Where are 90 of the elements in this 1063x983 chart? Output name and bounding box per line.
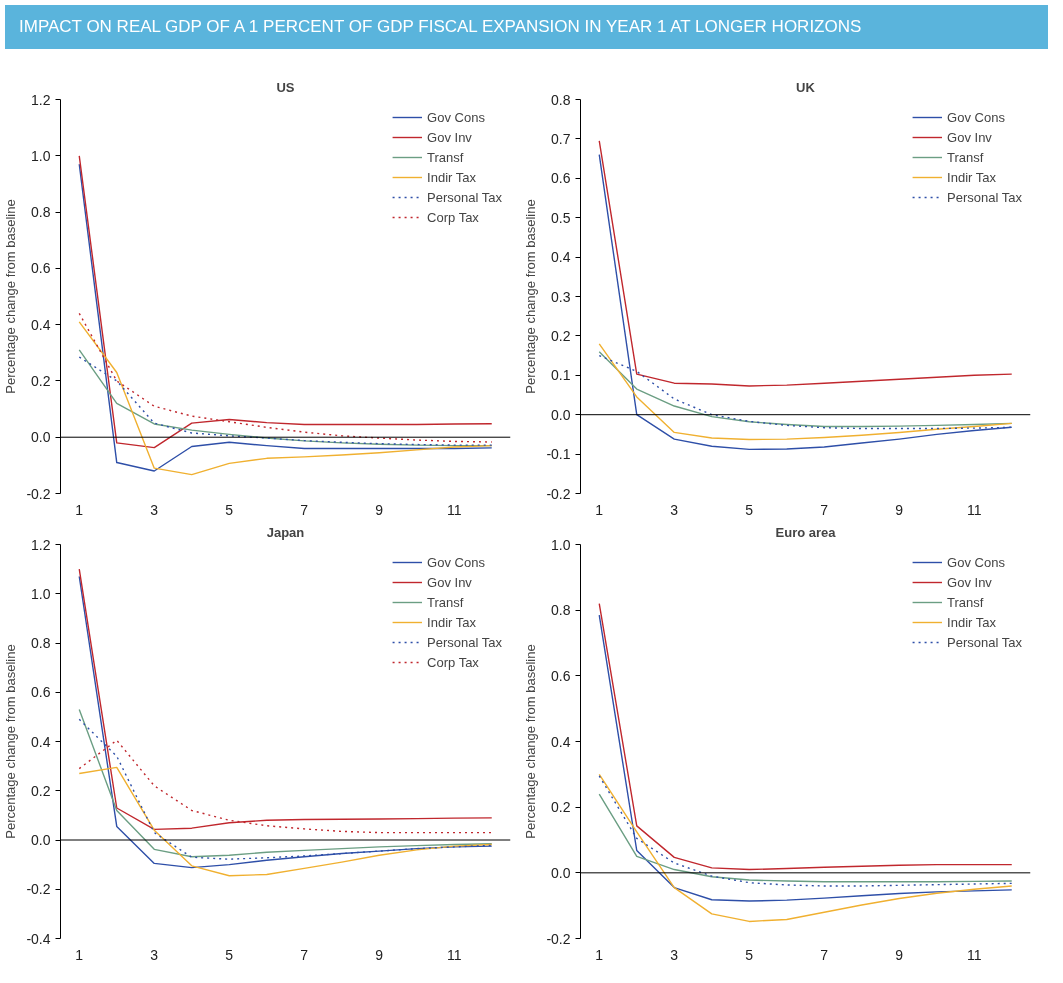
y-tick-label: 0.5 [551, 209, 571, 226]
x-tick-label: 3 [670, 946, 679, 963]
x-tick-label: 7 [300, 501, 309, 518]
y-axis-title: Percentage change from baseline [3, 199, 19, 394]
y-tick-label: 0.3 [551, 288, 571, 305]
y-tick-label: 0.8 [31, 204, 51, 221]
x-tick-label: 9 [375, 501, 384, 518]
legend-label: Indir Tax [427, 169, 476, 185]
x-tick-label: 5 [225, 946, 234, 963]
legend-label: Indir Tax [947, 169, 996, 185]
x-tick-label: 3 [670, 501, 679, 518]
y-axis-title: Percentage change from baseline [523, 644, 539, 839]
y-tick-label: 0.7 [551, 130, 571, 147]
y-tick-label: 0.6 [31, 684, 51, 701]
legend-label: Transf [947, 149, 984, 165]
y-tick-label: 0.8 [551, 602, 571, 619]
legend-label: Indir Tax [427, 614, 476, 630]
y-tick-label: 0.4 [31, 733, 51, 750]
x-tick-label: 7 [820, 501, 829, 518]
legend-label: Corp Tax [427, 654, 479, 670]
legend-label: Gov Cons [427, 109, 485, 125]
x-tick-label: 11 [446, 501, 462, 518]
x-tick-label: 7 [820, 946, 829, 963]
y-tick-label: 1.0 [31, 585, 51, 602]
legend-label: Personal Tax [947, 634, 1022, 650]
x-tick-label: 5 [225, 501, 234, 518]
y-tick-label: 0.6 [31, 260, 51, 277]
legend-label: Transf [427, 149, 464, 165]
legend-label: Corp Tax [427, 209, 479, 225]
y-tick-label: 1.0 [31, 147, 51, 164]
y-tick-label: 0.1 [551, 367, 571, 384]
y-tick-label: -0.2 [26, 881, 51, 898]
y-tick-label: 0.0 [551, 406, 571, 423]
y-tick-label: 0.0 [31, 832, 51, 848]
x-tick-label: 11 [966, 501, 982, 518]
y-tick-label: 0.6 [551, 170, 571, 187]
legend-label: Personal Tax [427, 189, 502, 205]
y-tick-label: 0.2 [31, 372, 51, 389]
x-tick-label: 9 [895, 946, 904, 963]
legend-label: Gov Cons [427, 554, 485, 570]
y-tick-label: 1.2 [31, 536, 51, 553]
legend-label: Indir Tax [947, 614, 996, 630]
chart-title: US [276, 79, 295, 95]
x-tick-label: 9 [895, 501, 904, 518]
x-tick-label: 5 [745, 501, 754, 518]
legend-label: Transf [947, 594, 984, 610]
legend-label: Gov Cons [947, 554, 1005, 570]
text: IMPACT ON REAL GDP OF A 1 PERCENT OF GDP FISCAL EXPANSION IN YEAR 1 AT LONGER HORIZONS [19, 16, 862, 38]
legend-label: Gov Inv [427, 574, 472, 590]
y-axis-title: Percentage change from baseline [523, 199, 539, 394]
y-tick-label: 0.4 [551, 733, 571, 750]
legend-label: Personal Tax [427, 634, 502, 650]
x-tick-label: 9 [375, 946, 384, 963]
chart-title: Japan [266, 524, 305, 540]
legend-label: Personal Tax [947, 189, 1022, 205]
y-tick-label: 0.8 [551, 91, 571, 108]
y-tick-label: -0.4 [26, 930, 51, 947]
y-tick-label: 0.6 [551, 667, 571, 684]
x-tick-label: 7 [300, 946, 309, 963]
chart-title: Euro area [775, 524, 837, 540]
legend-label: Gov Inv [427, 129, 472, 145]
x-tick-label: 1 [595, 501, 604, 518]
x-tick-label: 11 [446, 946, 462, 963]
x-tick-label: 1 [75, 946, 84, 963]
legend-label: Gov Inv [947, 574, 992, 590]
x-tick-label: 3 [150, 946, 159, 963]
y-tick-label: -0.2 [26, 485, 51, 502]
y-tick-label: 1.0 [551, 536, 571, 553]
y-axis-title: Percentage change from baseline [3, 644, 19, 839]
y-tick-label: -0.2 [546, 485, 571, 502]
legend-label: Gov Cons [947, 109, 1005, 125]
y-tick-label: -0.1 [546, 446, 571, 463]
y-tick-label: 0.0 [551, 864, 571, 881]
y-tick-label: 1.2 [31, 91, 51, 108]
y-tick-label: 0.8 [31, 635, 51, 651]
y-tick-label: 0.4 [551, 249, 571, 266]
x-tick-label: 11 [966, 946, 982, 963]
y-tick-label: 0.2 [551, 327, 571, 344]
x-tick-label: 3 [150, 501, 159, 518]
y-tick-label: 0.0 [31, 429, 51, 446]
y-tick-label: 0.2 [31, 782, 51, 799]
y-tick-label: -0.2 [546, 930, 571, 947]
legend-label: Gov Inv [947, 129, 992, 145]
y-tick-label: 0.4 [31, 316, 51, 333]
chart-title: UK [796, 79, 816, 95]
x-tick-label: 1 [75, 501, 84, 518]
x-tick-label: 5 [745, 946, 754, 963]
x-tick-label: 1 [595, 946, 604, 963]
y-tick-label: 0.2 [551, 799, 571, 816]
legend-label: Transf [427, 594, 464, 610]
